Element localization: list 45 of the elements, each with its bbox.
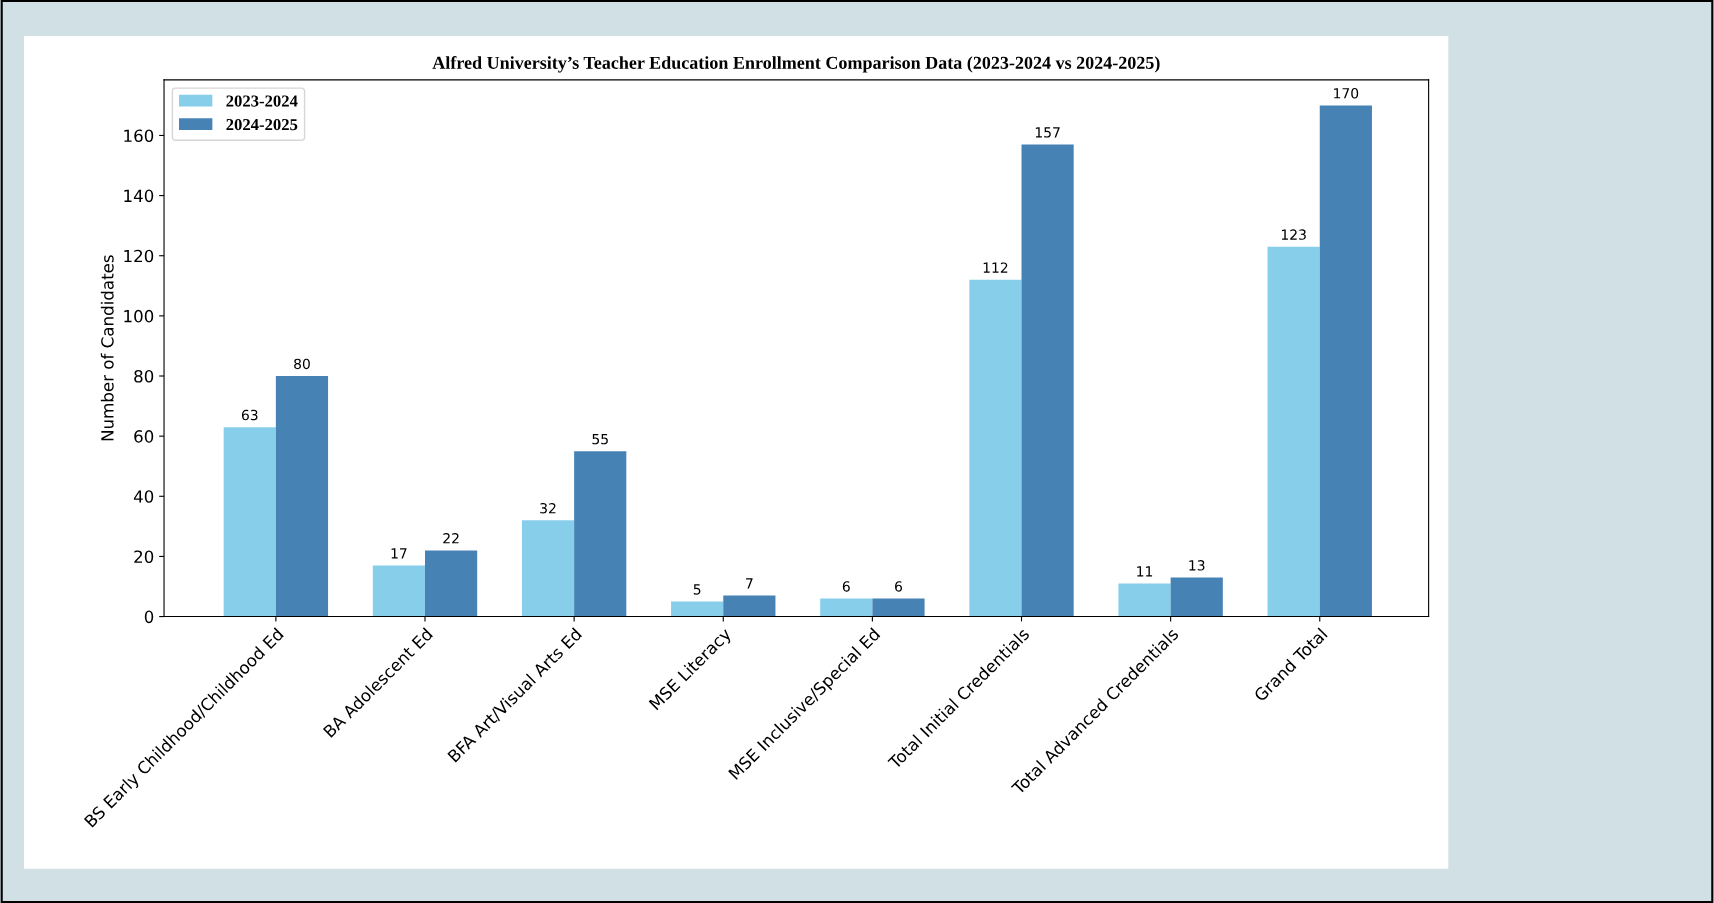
bar	[1118, 583, 1171, 617]
data-label: 13	[1189, 560, 1205, 571]
data-label: 6	[842, 581, 850, 592]
y-tick-label: 60	[134, 430, 154, 443]
data-label: 55	[592, 434, 608, 445]
data-label: 80	[294, 358, 310, 370]
bar	[372, 565, 425, 617]
bar	[872, 598, 925, 617]
bar	[1267, 246, 1320, 617]
bar	[820, 598, 873, 617]
bar	[275, 376, 329, 617]
y-axis-title: Number of Candidates	[100, 255, 114, 441]
data-label: 112	[983, 262, 1008, 273]
data-label: 6	[895, 581, 903, 592]
bar	[574, 451, 627, 617]
bar	[969, 279, 1022, 617]
data-label: 7	[746, 578, 753, 589]
bar	[521, 520, 575, 617]
y-tick-label: 160	[124, 129, 154, 143]
chart-title: Alfred University’s Teacher Education Enrollment Comparison Data (2023-2024 vs 2024-2025)	[432, 56, 1160, 73]
data-label: 11	[1137, 566, 1153, 577]
bar	[425, 550, 478, 617]
data-label: 32	[540, 502, 556, 514]
data-label: 17	[391, 548, 407, 559]
data-label: 22	[443, 533, 459, 544]
data-label: 157	[1035, 127, 1060, 138]
bar	[1021, 144, 1074, 617]
bar	[723, 595, 776, 617]
y-tick-label: 120	[124, 249, 154, 263]
legend-label: 2024-2025	[226, 118, 298, 131]
y-tick-label: 80	[134, 369, 154, 383]
y-tick-label: 0	[144, 610, 154, 624]
data-label: 63	[241, 409, 258, 421]
y-tick-label: 140	[124, 189, 154, 203]
y-tick-label: 20	[134, 550, 154, 563]
bar	[223, 427, 276, 617]
legend-label: 2023-2024	[226, 95, 298, 107]
data-label: 5	[693, 584, 701, 595]
y-tick-label: 100	[124, 309, 154, 323]
y-tick-label: 40	[133, 490, 154, 503]
bar	[671, 601, 724, 617]
bar	[1170, 577, 1223, 617]
bar	[1319, 105, 1372, 617]
data-label: 123	[1281, 229, 1306, 240]
data-label: 170	[1334, 88, 1359, 99]
